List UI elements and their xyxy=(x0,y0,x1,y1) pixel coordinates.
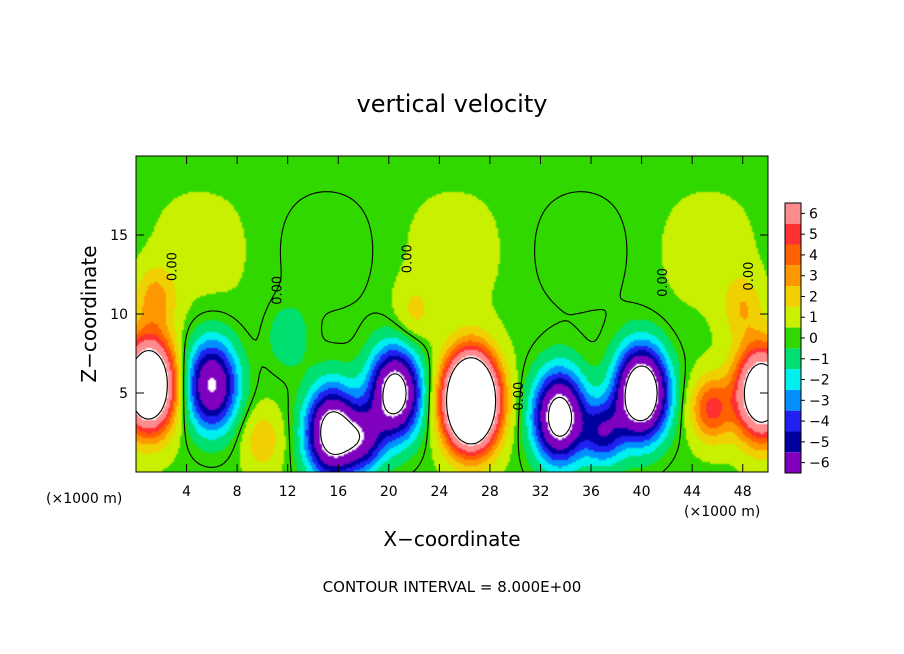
plot-area: 0.00 0.00 0.00 0.00 0.00 0.00 xyxy=(135,155,769,473)
colorbar-swatch xyxy=(785,203,801,224)
colorbar-label: 5 xyxy=(809,227,818,243)
colorbar-label: 0 xyxy=(809,331,818,347)
colorbar-swatch xyxy=(785,410,801,432)
x-tick-label: 24 xyxy=(430,484,448,500)
x-unit-label-left: (×1000 m) xyxy=(46,491,122,507)
contour-line xyxy=(135,349,769,445)
x-tick-label: 8 xyxy=(233,484,242,500)
contour-label: 0.00 xyxy=(742,262,757,291)
contour-label: 0.00 xyxy=(165,252,180,281)
colorbar-swatch xyxy=(785,223,801,245)
colorbar-swatch xyxy=(785,452,801,473)
colorbar-label: −1 xyxy=(809,352,830,368)
y-axis-label: Z−coordinate xyxy=(77,245,101,382)
colorbar-label: 4 xyxy=(809,248,818,264)
x-axis-ticks: 4 8 12 16 20 24 28 32 36 40 44 48 xyxy=(182,156,752,500)
x-tick-label: 16 xyxy=(329,484,347,500)
contour-label: 0.00 xyxy=(270,276,285,305)
colorbar-swatch xyxy=(785,369,801,390)
colorbar-swatch xyxy=(785,306,801,328)
contour-label: 0.00 xyxy=(512,382,527,411)
x-tick-label: 32 xyxy=(532,484,550,500)
colorbar-label: −3 xyxy=(809,393,830,409)
x-tick-label: 48 xyxy=(734,484,752,500)
colorbar-label: 1 xyxy=(809,310,818,326)
colorbar-swatch xyxy=(785,348,801,370)
colorbar-label: −5 xyxy=(809,435,830,451)
colorbar-swatch xyxy=(785,265,801,287)
colorbar-label: −4 xyxy=(809,414,830,430)
colorbar-swatch xyxy=(785,327,801,349)
colorbar-swatch xyxy=(785,286,801,307)
colorbar-swatch xyxy=(785,389,801,411)
contour-label: 0.00 xyxy=(656,268,671,297)
y-axis-ticks: 5 10 15 xyxy=(110,228,768,402)
y-tick-label: 15 xyxy=(110,228,128,244)
x-tick-label: 36 xyxy=(582,484,600,500)
x-tick-label: 4 xyxy=(182,484,191,500)
colorbar-swatch xyxy=(785,244,801,266)
contour-labels: 0.00 0.00 0.00 0.00 0.00 0.00 xyxy=(165,244,756,410)
colorbar-label: 3 xyxy=(809,269,818,285)
y-tick-label: 10 xyxy=(110,307,128,323)
x-axis-label: X−coordinate xyxy=(383,527,520,551)
contour-lines xyxy=(135,191,769,473)
colorbar: 6 5 4 3 2 1 0 −1 −2 −3 −4 −5 −6 xyxy=(784,202,830,474)
contour-line xyxy=(320,365,658,456)
contour-line xyxy=(183,191,686,473)
colorbar-label: 6 xyxy=(809,206,818,222)
chart-title: vertical velocity xyxy=(357,90,548,118)
contour-label: 0.00 xyxy=(401,244,416,273)
x-tick-label: 40 xyxy=(633,484,651,500)
colorbar-swatch xyxy=(785,431,801,453)
colorbar-label: 2 xyxy=(809,289,818,305)
x-tick-label: 28 xyxy=(481,484,499,500)
x-tick-label: 20 xyxy=(380,484,398,500)
contour-interval-note: CONTOUR INTERVAL = 8.000E+00 xyxy=(323,578,582,596)
colorbar-label: −2 xyxy=(809,373,830,389)
x-tick-label: 44 xyxy=(683,484,701,500)
y-tick-label: 5 xyxy=(119,386,128,402)
colorbar-label: −6 xyxy=(809,456,830,472)
x-tick-label: 12 xyxy=(279,484,297,500)
x-unit-label-right: (×1000 m) xyxy=(684,504,760,520)
vertical-velocity-field xyxy=(136,156,768,472)
